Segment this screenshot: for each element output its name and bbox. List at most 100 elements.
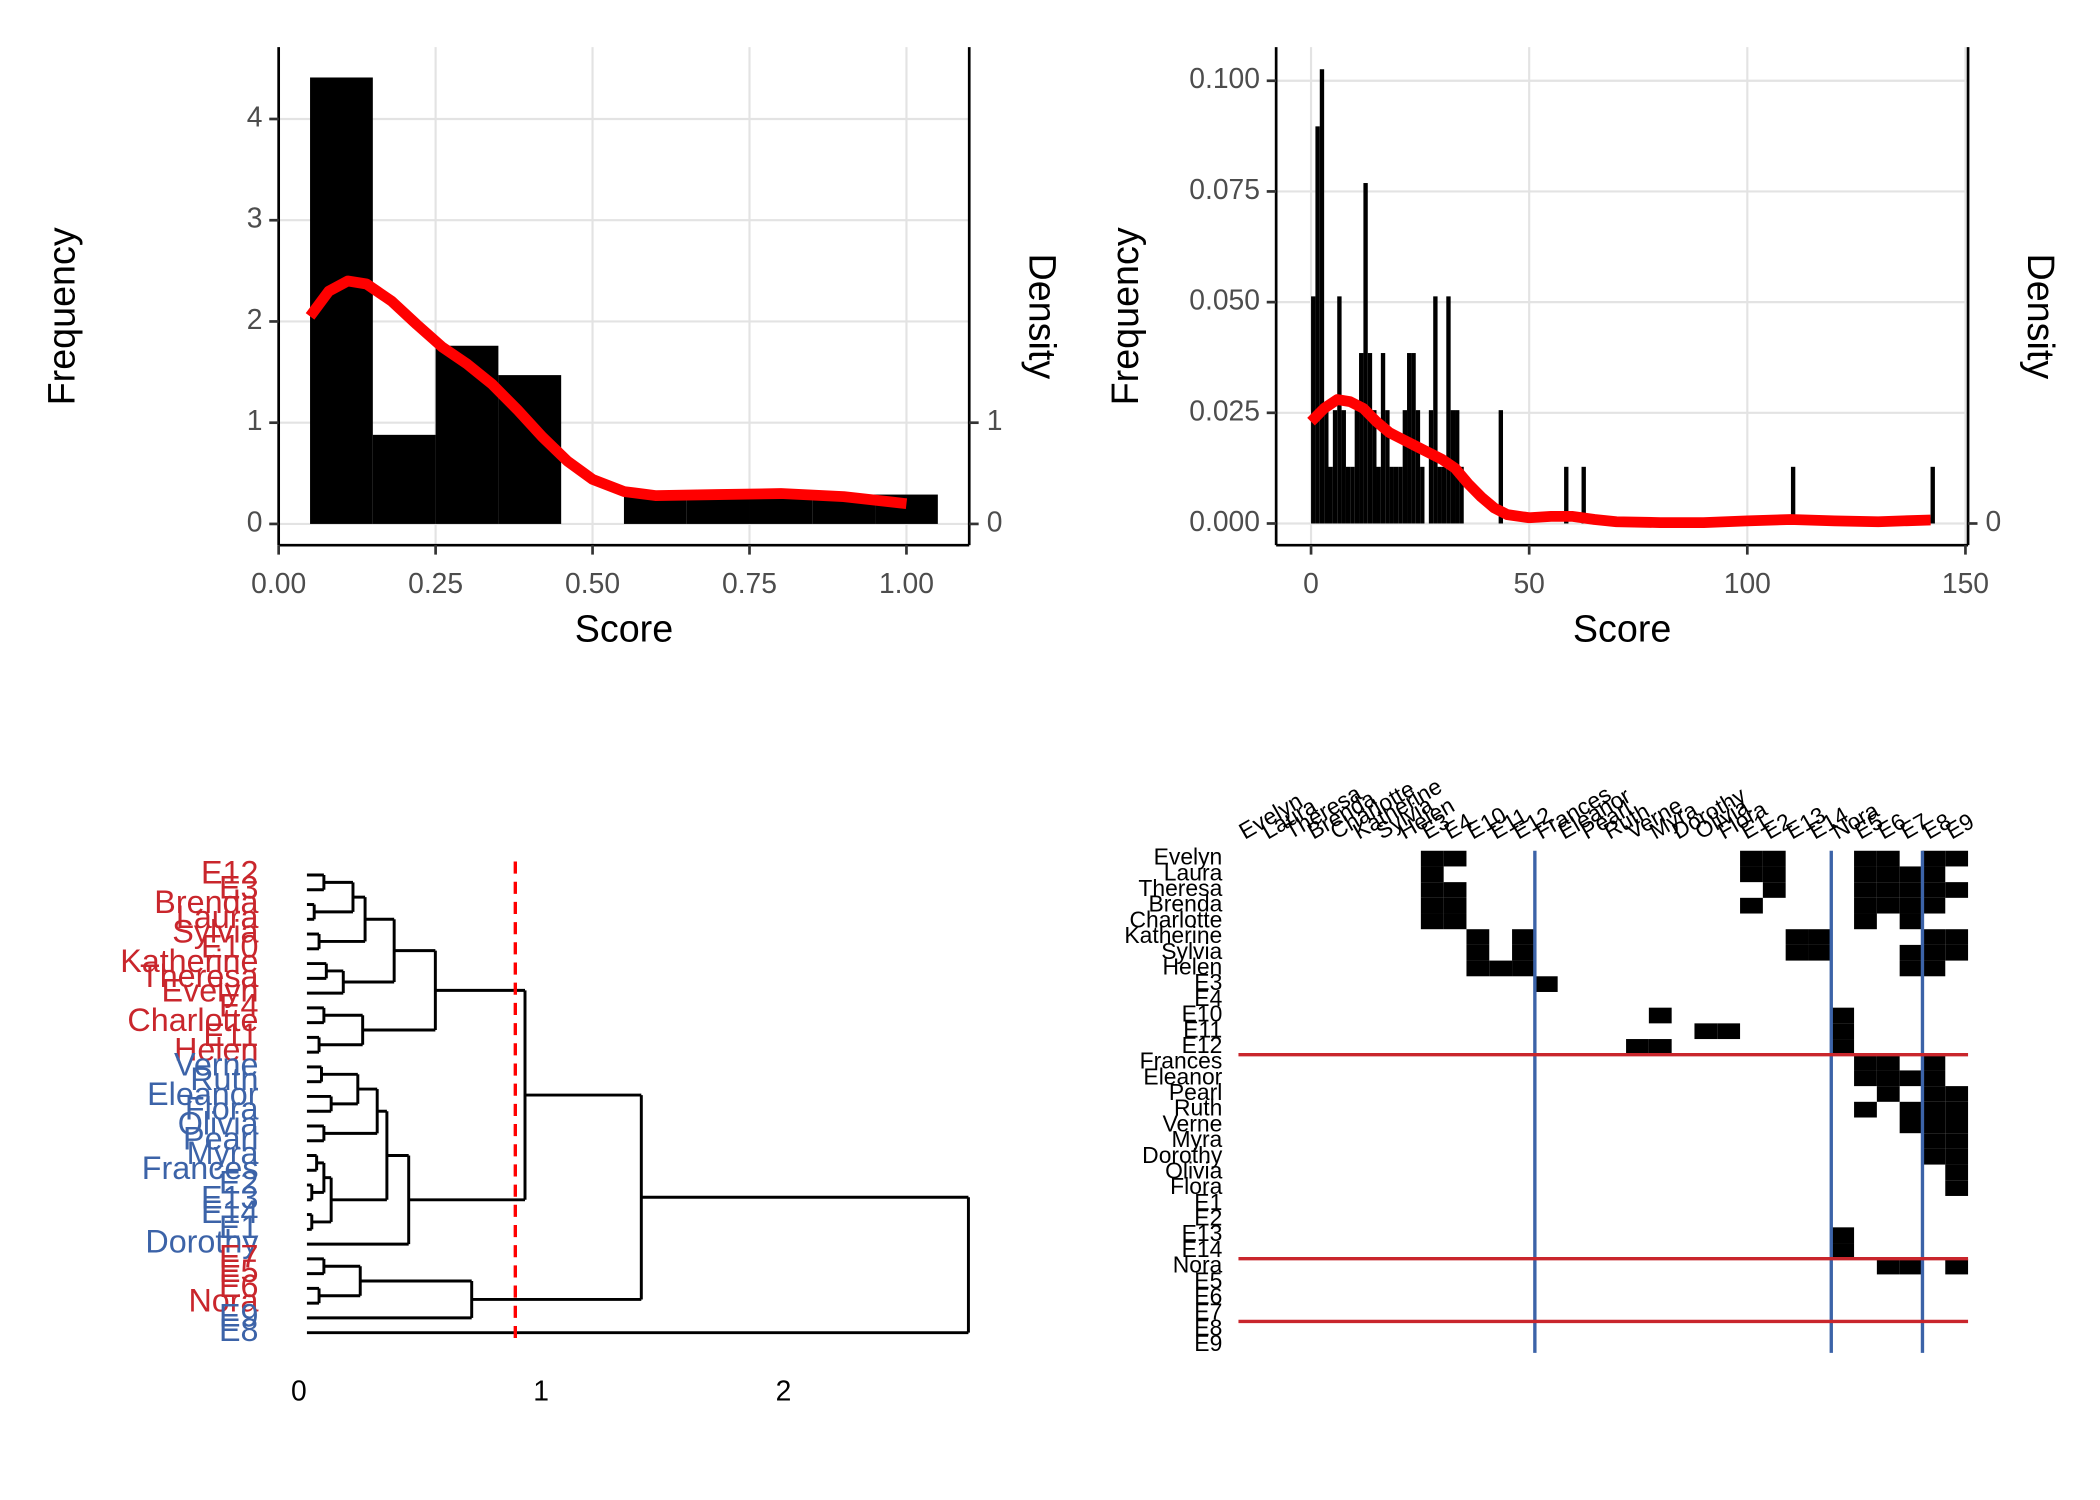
row-label: Olivia [1165, 1157, 1222, 1183]
row-label: Myra [1171, 1126, 1222, 1152]
y-tick-label: 0.000 [1189, 505, 1260, 537]
bar [435, 345, 499, 524]
y2-axis-title: Density [2020, 254, 2062, 380]
matrix-cell [1648, 1007, 1672, 1024]
x-tick-label: 1.00 [879, 567, 934, 599]
y-tick-label: 0 [247, 505, 263, 537]
x-axis-title: Score [575, 607, 673, 649]
leaf-label: E11 [203, 1017, 258, 1053]
y-axis-title: Frequency [1104, 227, 1146, 405]
matrix-cell [1945, 1086, 1969, 1102]
leaf-label: E5 [219, 1253, 259, 1289]
bar [1389, 466, 1394, 524]
matrix-cell [1717, 1023, 1741, 1040]
leaf-label: Brenda [154, 884, 258, 920]
matrix-cell [1854, 850, 1877, 867]
matrix-cell [1922, 882, 1946, 898]
leaf-label: Myra [187, 1135, 259, 1171]
row-label: E8 [1194, 1314, 1222, 1340]
matrix-cell [1899, 1070, 1923, 1087]
matrix-cell [1443, 913, 1467, 930]
matrix-cell [1945, 1101, 1969, 1118]
bar [1350, 466, 1355, 524]
matrix-cell [1420, 897, 1444, 914]
y-tick-label: 1 [247, 404, 263, 436]
x-tick-label: 0.25 [408, 567, 463, 599]
bar [1380, 353, 1386, 524]
leaf-label: Eleanor [147, 1076, 259, 1112]
matrix-cell [1922, 1101, 1946, 1118]
bar [1446, 296, 1451, 524]
row-label: Dorothy [1142, 1142, 1223, 1168]
matrix-cell [1922, 897, 1946, 914]
density-line [305, 275, 908, 510]
matrix-cell [1831, 1039, 1855, 1055]
y-axis-title: Frequency [41, 227, 83, 405]
matrix-cell [1831, 1227, 1855, 1244]
y-tick-label: 0.075 [1189, 173, 1260, 205]
bar [1428, 410, 1434, 524]
y-tick-label: 0.050 [1189, 284, 1260, 316]
matrix-cell [1785, 944, 1809, 961]
leaf-label: E4 [219, 987, 259, 1023]
matrix-cell [1854, 1101, 1877, 1118]
bar [1441, 466, 1447, 524]
leaf-label: Charlotte [127, 1002, 258, 1038]
matrix-cell [1420, 882, 1444, 898]
bar [1498, 410, 1504, 524]
matrix-cell [1922, 960, 1946, 977]
matrix-cell [1922, 929, 1946, 945]
y2-tick-label: 1 [987, 404, 1003, 436]
bar [1372, 410, 1377, 524]
bar [1415, 410, 1421, 524]
bar [1367, 353, 1373, 524]
matrix-cell [1466, 960, 1490, 977]
matrix-cell [1854, 897, 1877, 914]
leaf-label: Ruth [190, 1061, 258, 1097]
leaf-label: Olivia [178, 1106, 259, 1142]
row-label: Laura [1164, 859, 1223, 885]
leaf-label: E14 [201, 1194, 259, 1230]
x-tick-label: 50 [1513, 567, 1544, 599]
bar [1311, 296, 1316, 524]
x-tick-label: 0 [291, 1375, 307, 1407]
bar [1433, 296, 1438, 524]
leaf-label: Laura [176, 899, 259, 935]
bar [1398, 466, 1403, 524]
matrix-cell [1512, 929, 1535, 945]
leaf-label: E10 [201, 928, 258, 964]
bar [1459, 466, 1464, 524]
row-label: Charlotte [1129, 906, 1222, 932]
bar [1319, 69, 1325, 524]
bar [1411, 353, 1416, 524]
leaf-label: Dorothy [145, 1224, 259, 1260]
x-tick-label: 0.75 [722, 567, 777, 599]
matrix-cell [1945, 1148, 1969, 1165]
bar [1420, 466, 1425, 524]
matrix-cell [1443, 897, 1467, 914]
row-label: E5 [1194, 1267, 1222, 1293]
leaf-label: Sylvia [172, 914, 258, 950]
matrix-cell [1876, 897, 1900, 914]
matrix-cell [1899, 1101, 1923, 1118]
bar [1402, 410, 1408, 524]
bar [1790, 466, 1796, 524]
row-label: Theresa [1138, 875, 1222, 901]
row-label: Verne [1163, 1110, 1223, 1136]
matrix-cell [1785, 929, 1809, 945]
leaf-label: Frances [142, 1150, 259, 1186]
matrix-cell [1922, 850, 1946, 867]
matrix-cell [1420, 866, 1444, 883]
row-label: Ruth [1174, 1095, 1222, 1121]
row-label: E13 [1182, 1220, 1223, 1246]
matrix-cell [1854, 882, 1877, 898]
leaf-label: Helen [174, 1032, 258, 1068]
matrix-cell [1512, 960, 1535, 977]
matrix-cell [1808, 929, 1832, 945]
matrix-cell [1740, 866, 1763, 883]
row-label: Flora [1170, 1173, 1222, 1199]
matrix-cell [1945, 882, 1969, 898]
matrix-cell [1808, 944, 1832, 961]
matrix-cell [1466, 944, 1490, 961]
